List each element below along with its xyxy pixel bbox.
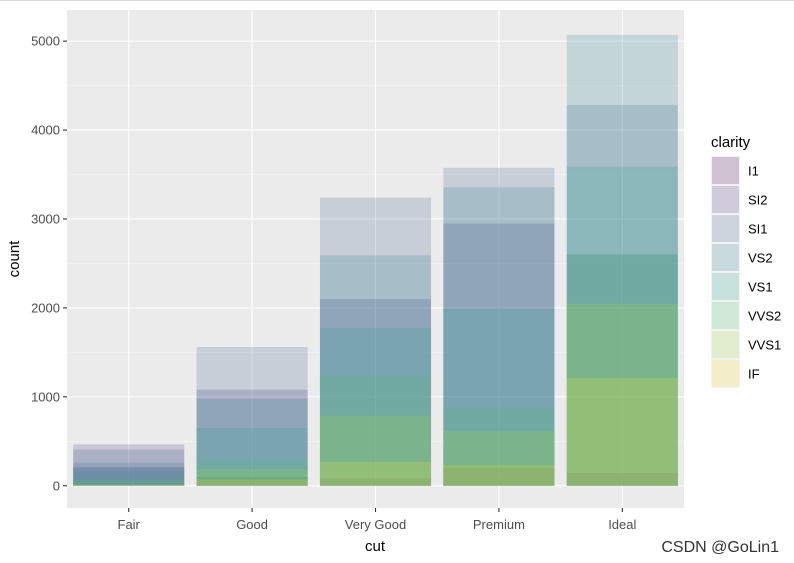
y-axis: 0 1000 2000 3000 4000 5000 [31,34,67,493]
bar-if-very-good [319,461,432,486]
bar-si2-very-good [319,299,432,486]
legend-key-bg [711,214,740,243]
y-tick-label: 2000 [31,300,60,315]
bar-i1-good [196,477,308,486]
bar-si1-ideal [566,104,678,486]
bar-vvs1-ideal [566,303,678,486]
bar-si1-good [196,347,308,486]
legend-label-vvs2: VVS2 [748,309,781,324]
x-tick-label: Ideal [608,517,636,532]
y-tick-label: 5000 [31,34,60,49]
legend-label-vvs1: VVS1 [748,338,781,353]
legend-key-bg [711,301,740,330]
legend-key-bg [711,185,740,214]
legend-key-si2 [712,186,739,213]
bar-i1-very-good [319,478,432,486]
grid [67,10,684,508]
bar-i1-premium [443,467,555,486]
bar-si1-fair [73,449,185,486]
y-tick-label: 4000 [31,123,60,138]
legend-key-si1 [712,215,739,242]
bar-vs1-fair [73,470,185,486]
bar-vvs1-premium [443,430,555,486]
bar-vvs1-good [196,469,308,486]
x-tick-label: Fair [118,517,141,532]
legend-key-bg [711,272,740,301]
bar-si2-premium [443,223,555,486]
bar-vs2-good [196,398,308,486]
bar-si2-ideal [566,254,678,486]
legend: clarity I1 SI2 SI1 VS2 VS1 VVS2 VVS1 IF [711,134,781,388]
x-tick-label: Good [236,517,268,532]
legend-key-i1 [712,157,739,184]
legend-label-if: IF [748,367,760,382]
top-divider [0,0,794,1]
bar-vvs2-premium [443,408,555,486]
bar-vs2-fair [73,462,185,486]
bars [73,34,678,486]
y-tick-label: 1000 [31,389,60,404]
bar-if-fair [73,484,185,486]
legend-key-bg [711,243,740,272]
bar-vs2-ideal [566,34,678,486]
bar-vvs2-fair [73,479,185,486]
legend-key-bg [711,330,740,359]
legend-key-bg [711,359,740,388]
bar-vs2-very-good [319,255,432,486]
y-axis-title: count [6,240,23,278]
bar-if-premium [443,465,555,486]
bar-vs1-very-good [319,327,432,486]
bar-i1-ideal [566,472,678,486]
legend-key-vvs1 [712,331,739,358]
bar-i1-fair [73,467,185,486]
legend-key-vs2 [712,244,739,271]
watermark: CSDN @GoLin1 [661,539,779,556]
legend-key-vvs2 [712,302,739,329]
bar-vs1-premium [443,308,555,486]
bar-si1-very-good [319,197,432,486]
x-axis: Fair Good Very Good Premium Ideal [118,508,637,532]
bar-si2-good [196,389,308,486]
bar-vvs2-very-good [319,375,432,486]
legend-label-i1: I1 [748,164,759,179]
legend-label-si2: SI2 [748,193,768,208]
legend-key-vs1 [712,273,739,300]
x-axis-title: cut [365,538,386,555]
y-tick-label: 0 [53,478,60,493]
legend-label-vs2: VS2 [748,251,773,266]
bar-vs2-premium [443,187,555,486]
x-tick-label: Premium [473,517,525,532]
bar-vs1-ideal [566,166,678,486]
legend-label-si1: SI1 [748,222,768,237]
bar-if-ideal [566,377,678,486]
bar-vvs1-fair [73,484,185,486]
legend-key-bg [711,156,740,185]
x-tick-label: Very Good [345,517,406,532]
bar-si2-fair [73,444,185,486]
legend-key-if [712,360,739,387]
bar-vvs1-very-good [319,415,432,486]
bar-vs1-good [196,428,308,486]
legend-label-vs1: VS1 [748,280,773,295]
bar-if-good [196,479,308,486]
bar-vvs2-ideal [566,254,678,486]
bar-vvs2-good [196,460,308,486]
legend-title: clarity [711,134,751,151]
y-tick-label: 3000 [31,211,60,226]
bar-si1-premium [443,167,555,486]
